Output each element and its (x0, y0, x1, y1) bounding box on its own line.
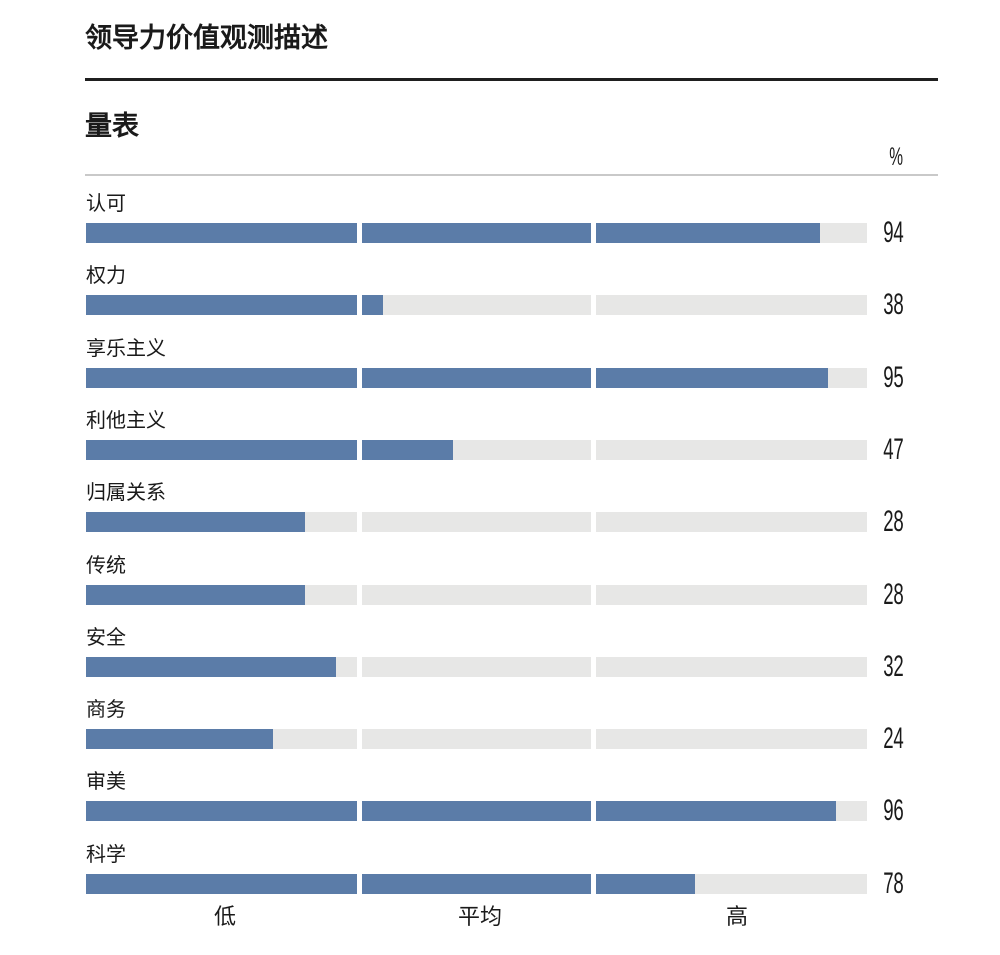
bar-track (86, 584, 867, 605)
bar-fill (86, 873, 696, 894)
band-separator (591, 439, 597, 460)
band-separator (356, 729, 362, 750)
scale-row: 享乐主义 95 (0, 337, 1000, 393)
scale-row: 归属关系 28 (0, 481, 1000, 537)
page-title: 领导力价值观测描述 (85, 23, 328, 53)
scale-label: 审美 (86, 771, 126, 794)
bar-track (86, 367, 867, 388)
scale-label: 科学 (86, 843, 126, 866)
scale-label: 传统 (86, 554, 126, 577)
scale-value: 38 (882, 288, 903, 322)
bar-track (86, 512, 867, 533)
scale-row: 权力 38 (0, 264, 1000, 320)
scale-label: 享乐主义 (86, 337, 166, 360)
band-separator (356, 873, 362, 894)
bar-fill (86, 656, 336, 677)
band-separator (356, 801, 362, 822)
axis-label-high: 高 (725, 904, 749, 929)
bar-fill (86, 512, 305, 533)
bar-track (86, 439, 867, 460)
band-separator (591, 873, 597, 894)
bar-track (86, 801, 867, 822)
axis-label-average: 平均 (457, 904, 503, 929)
scale-label: 认可 (86, 193, 126, 215)
scale-value: 28 (882, 505, 903, 539)
band-separator (591, 223, 597, 243)
scale-value: 78 (882, 866, 903, 900)
band-separator (591, 729, 597, 750)
bar-fill (86, 729, 274, 750)
percent-column-header: % (889, 143, 904, 171)
band-separator (591, 295, 597, 316)
scale-value: 47 (882, 432, 903, 466)
scale-label: 归属关系 (86, 482, 166, 505)
scale-value: 95 (882, 360, 903, 394)
bar-fill (86, 584, 305, 605)
bar-track (86, 295, 867, 316)
scale-row: 利他主义 47 (0, 409, 1000, 465)
bar-track (86, 729, 867, 750)
bar-fill (86, 801, 836, 822)
band-separator (591, 584, 597, 605)
bar-track (86, 873, 867, 894)
band-separator (356, 295, 362, 316)
bar-fill (86, 439, 454, 460)
scale-row: 科学 78 (0, 843, 1000, 899)
bar-fill (86, 367, 828, 388)
scale-row: 传统 28 (0, 554, 1000, 610)
scale-label: 权力 (86, 265, 126, 288)
band-separator (356, 584, 362, 605)
band-separator (591, 656, 597, 677)
bar-track (86, 223, 867, 243)
bar-fill (86, 223, 821, 243)
band-separator (356, 223, 362, 243)
band-separator (356, 656, 362, 677)
scale-row: 商务 24 (0, 698, 1000, 754)
band-separator (591, 367, 597, 388)
scale-label: 安全 (86, 626, 126, 649)
axis-band-labels: 低 平均 高 (86, 903, 867, 935)
scale-value: 94 (882, 216, 903, 249)
bar-fill (86, 295, 383, 316)
band-separator (356, 367, 362, 388)
scale-label: 商务 (86, 699, 126, 722)
scale-value: 24 (882, 722, 903, 756)
band-separator (591, 512, 597, 533)
band-separator (591, 801, 597, 822)
scale-value: 32 (882, 649, 903, 683)
band-separator (356, 439, 362, 460)
scale-row: 认可 94 (0, 192, 1000, 248)
scale-header-divider (85, 174, 938, 176)
scale-label: 利他主义 (86, 409, 166, 432)
axis-label-low: 低 (213, 904, 237, 929)
scale-section-heading: 量表 (85, 111, 139, 141)
title-divider (85, 78, 938, 81)
scale-value: 28 (882, 577, 903, 611)
scale-row: 审美 96 (0, 770, 1000, 826)
band-separator (356, 512, 362, 533)
bar-track (86, 656, 867, 677)
scale-row: 安全 32 (0, 626, 1000, 682)
scale-value: 96 (882, 794, 903, 828)
